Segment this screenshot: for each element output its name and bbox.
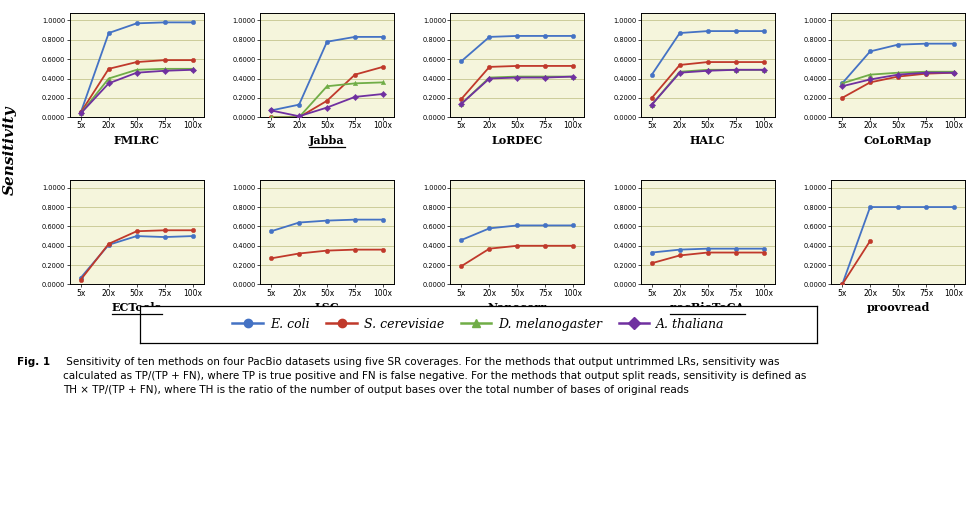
- Legend: E. coli, S. cerevisiae, D. melanogaster, A. thaliana: E. coli, S. cerevisiae, D. melanogaster,…: [232, 318, 725, 331]
- Text: Sensitivity of ten methods on four PacBio datasets using five SR coverages. For : Sensitivity of ten methods on four PacBi…: [63, 357, 806, 395]
- X-axis label: CoLoRMap: CoLoRMap: [864, 135, 932, 146]
- X-axis label: proovread: proovread: [866, 302, 929, 313]
- Text: Sensitivity: Sensitivity: [3, 105, 16, 195]
- X-axis label: pacBioToCA: pacBioToCA: [670, 302, 746, 313]
- X-axis label: FMLRC: FMLRC: [114, 135, 160, 146]
- X-axis label: HALC: HALC: [689, 135, 725, 146]
- X-axis label: LoRDEC: LoRDEC: [491, 135, 543, 146]
- X-axis label: Jabba: Jabba: [309, 135, 345, 146]
- X-axis label: Nanocorr: Nanocorr: [487, 302, 547, 313]
- Text: Fig. 1: Fig. 1: [17, 357, 50, 367]
- X-axis label: LSC: LSC: [314, 302, 339, 313]
- X-axis label: ECTools: ECTools: [111, 302, 161, 313]
